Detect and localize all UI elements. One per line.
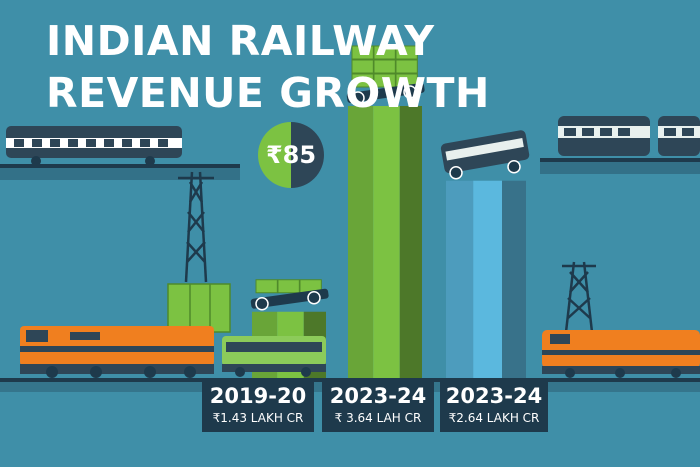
passenger-coach-left-icon — [6, 126, 182, 166]
category-label-3: 2023-24 ₹2.64 LAKH CR — [440, 381, 548, 432]
orange-locomotive-left-icon — [20, 326, 214, 378]
data-label-2: ₹ 3.64 LAH CR — [334, 411, 422, 425]
tick-label-3: 2023-24 — [445, 384, 543, 408]
bar-wagon-1-icon — [250, 279, 329, 311]
orange-locomotive-right-icon — [542, 330, 700, 378]
bar-wagon-2-icon — [346, 45, 425, 105]
category-label-1: 2019-20 ₹1.43 LAKH CR — [202, 381, 314, 432]
bar-3 — [446, 180, 526, 378]
bar-2 — [348, 106, 422, 378]
bar-wagon-3-icon — [440, 130, 530, 180]
green-coach-icon — [222, 336, 326, 377]
data-label-3: ₹2.64 LAKH CR — [448, 411, 540, 425]
left-pylon-icon — [178, 171, 214, 283]
title-line-1: INDIAN RAILWAY — [46, 17, 435, 65]
title-line-2: REVENUE GROWTH — [46, 69, 490, 117]
data-label-1: ₹1.43 LAKH CR — [212, 411, 304, 425]
cargo-stack-icon — [167, 283, 231, 333]
category-label-2: 2023-24 ₹ 3.64 LAH CR — [322, 381, 434, 432]
passenger-coach-right-icon — [558, 116, 700, 156]
right-pylon-icon — [562, 261, 596, 333]
tick-label-2: 2023-24 — [329, 384, 427, 408]
rupee-badge: ₹85 — [258, 122, 324, 188]
tick-label-1: 2019-20 — [209, 384, 307, 408]
upper-right-track — [540, 158, 700, 174]
